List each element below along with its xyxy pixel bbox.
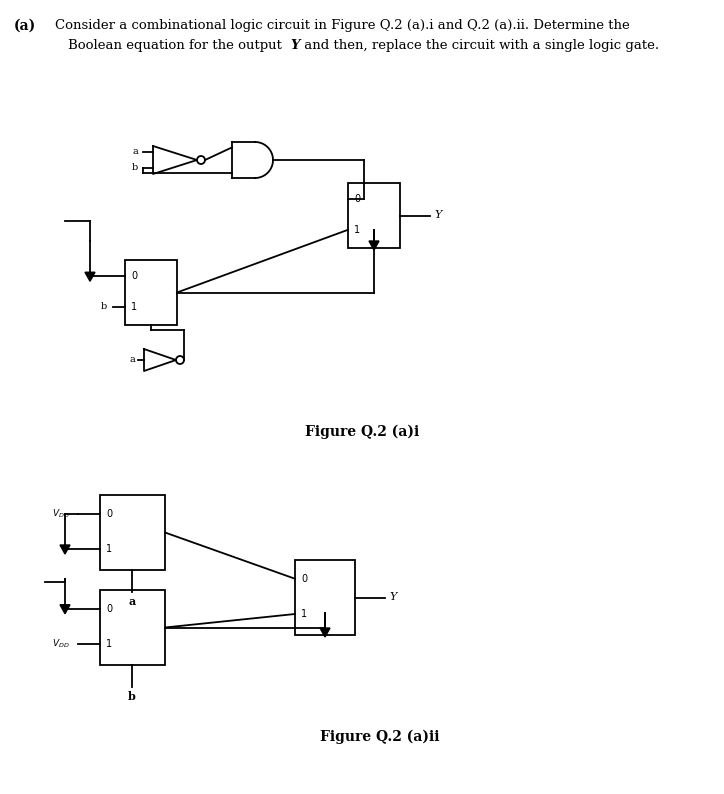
Polygon shape — [320, 628, 330, 637]
Text: Y: Y — [434, 210, 442, 221]
Text: 0: 0 — [354, 195, 360, 204]
Bar — [348, 183, 400, 248]
Text: Boolean equation for the output: Boolean equation for the output — [68, 39, 286, 52]
Text: Figure Q.2 (a)i: Figure Q.2 (a)i — [305, 425, 419, 439]
Polygon shape — [85, 272, 95, 281]
Bar — [100, 590, 165, 665]
Text: $V_{DD}$: $V_{DD}$ — [52, 507, 70, 520]
Text: 1: 1 — [301, 609, 307, 619]
Text: Y: Y — [389, 592, 396, 603]
Polygon shape — [60, 545, 70, 554]
Text: 1: 1 — [106, 544, 112, 554]
Text: and then, replace the circuit with a single logic gate.: and then, replace the circuit with a sin… — [300, 39, 659, 52]
Bar — [100, 495, 165, 570]
Text: 0: 0 — [301, 574, 307, 584]
Text: 1: 1 — [106, 639, 112, 649]
Text: b: b — [132, 164, 138, 172]
Text: a: a — [132, 148, 138, 156]
Text: 0: 0 — [131, 272, 137, 281]
Text: a: a — [128, 596, 135, 607]
Text: Consider a combinational logic circuit in Figure Q.2 (a).i and Q.2 (a).ii. Deter: Consider a combinational logic circuit i… — [55, 19, 630, 32]
Text: Figure Q.2 (a)ii: Figure Q.2 (a)ii — [320, 730, 439, 745]
Text: 0: 0 — [106, 509, 112, 518]
Text: $V_{DD}$: $V_{DD}$ — [52, 638, 70, 650]
Text: b: b — [101, 303, 107, 311]
Text: a: a — [129, 356, 135, 364]
Polygon shape — [60, 605, 70, 614]
Polygon shape — [369, 241, 379, 250]
Text: 0: 0 — [106, 603, 112, 614]
Bar — [125, 260, 177, 325]
Text: (a): (a) — [14, 19, 36, 33]
Bar — [295, 560, 355, 635]
Text: 1: 1 — [354, 225, 360, 235]
Text: Y: Y — [290, 39, 300, 52]
Text: b: b — [128, 691, 136, 702]
Text: 1: 1 — [131, 302, 137, 312]
